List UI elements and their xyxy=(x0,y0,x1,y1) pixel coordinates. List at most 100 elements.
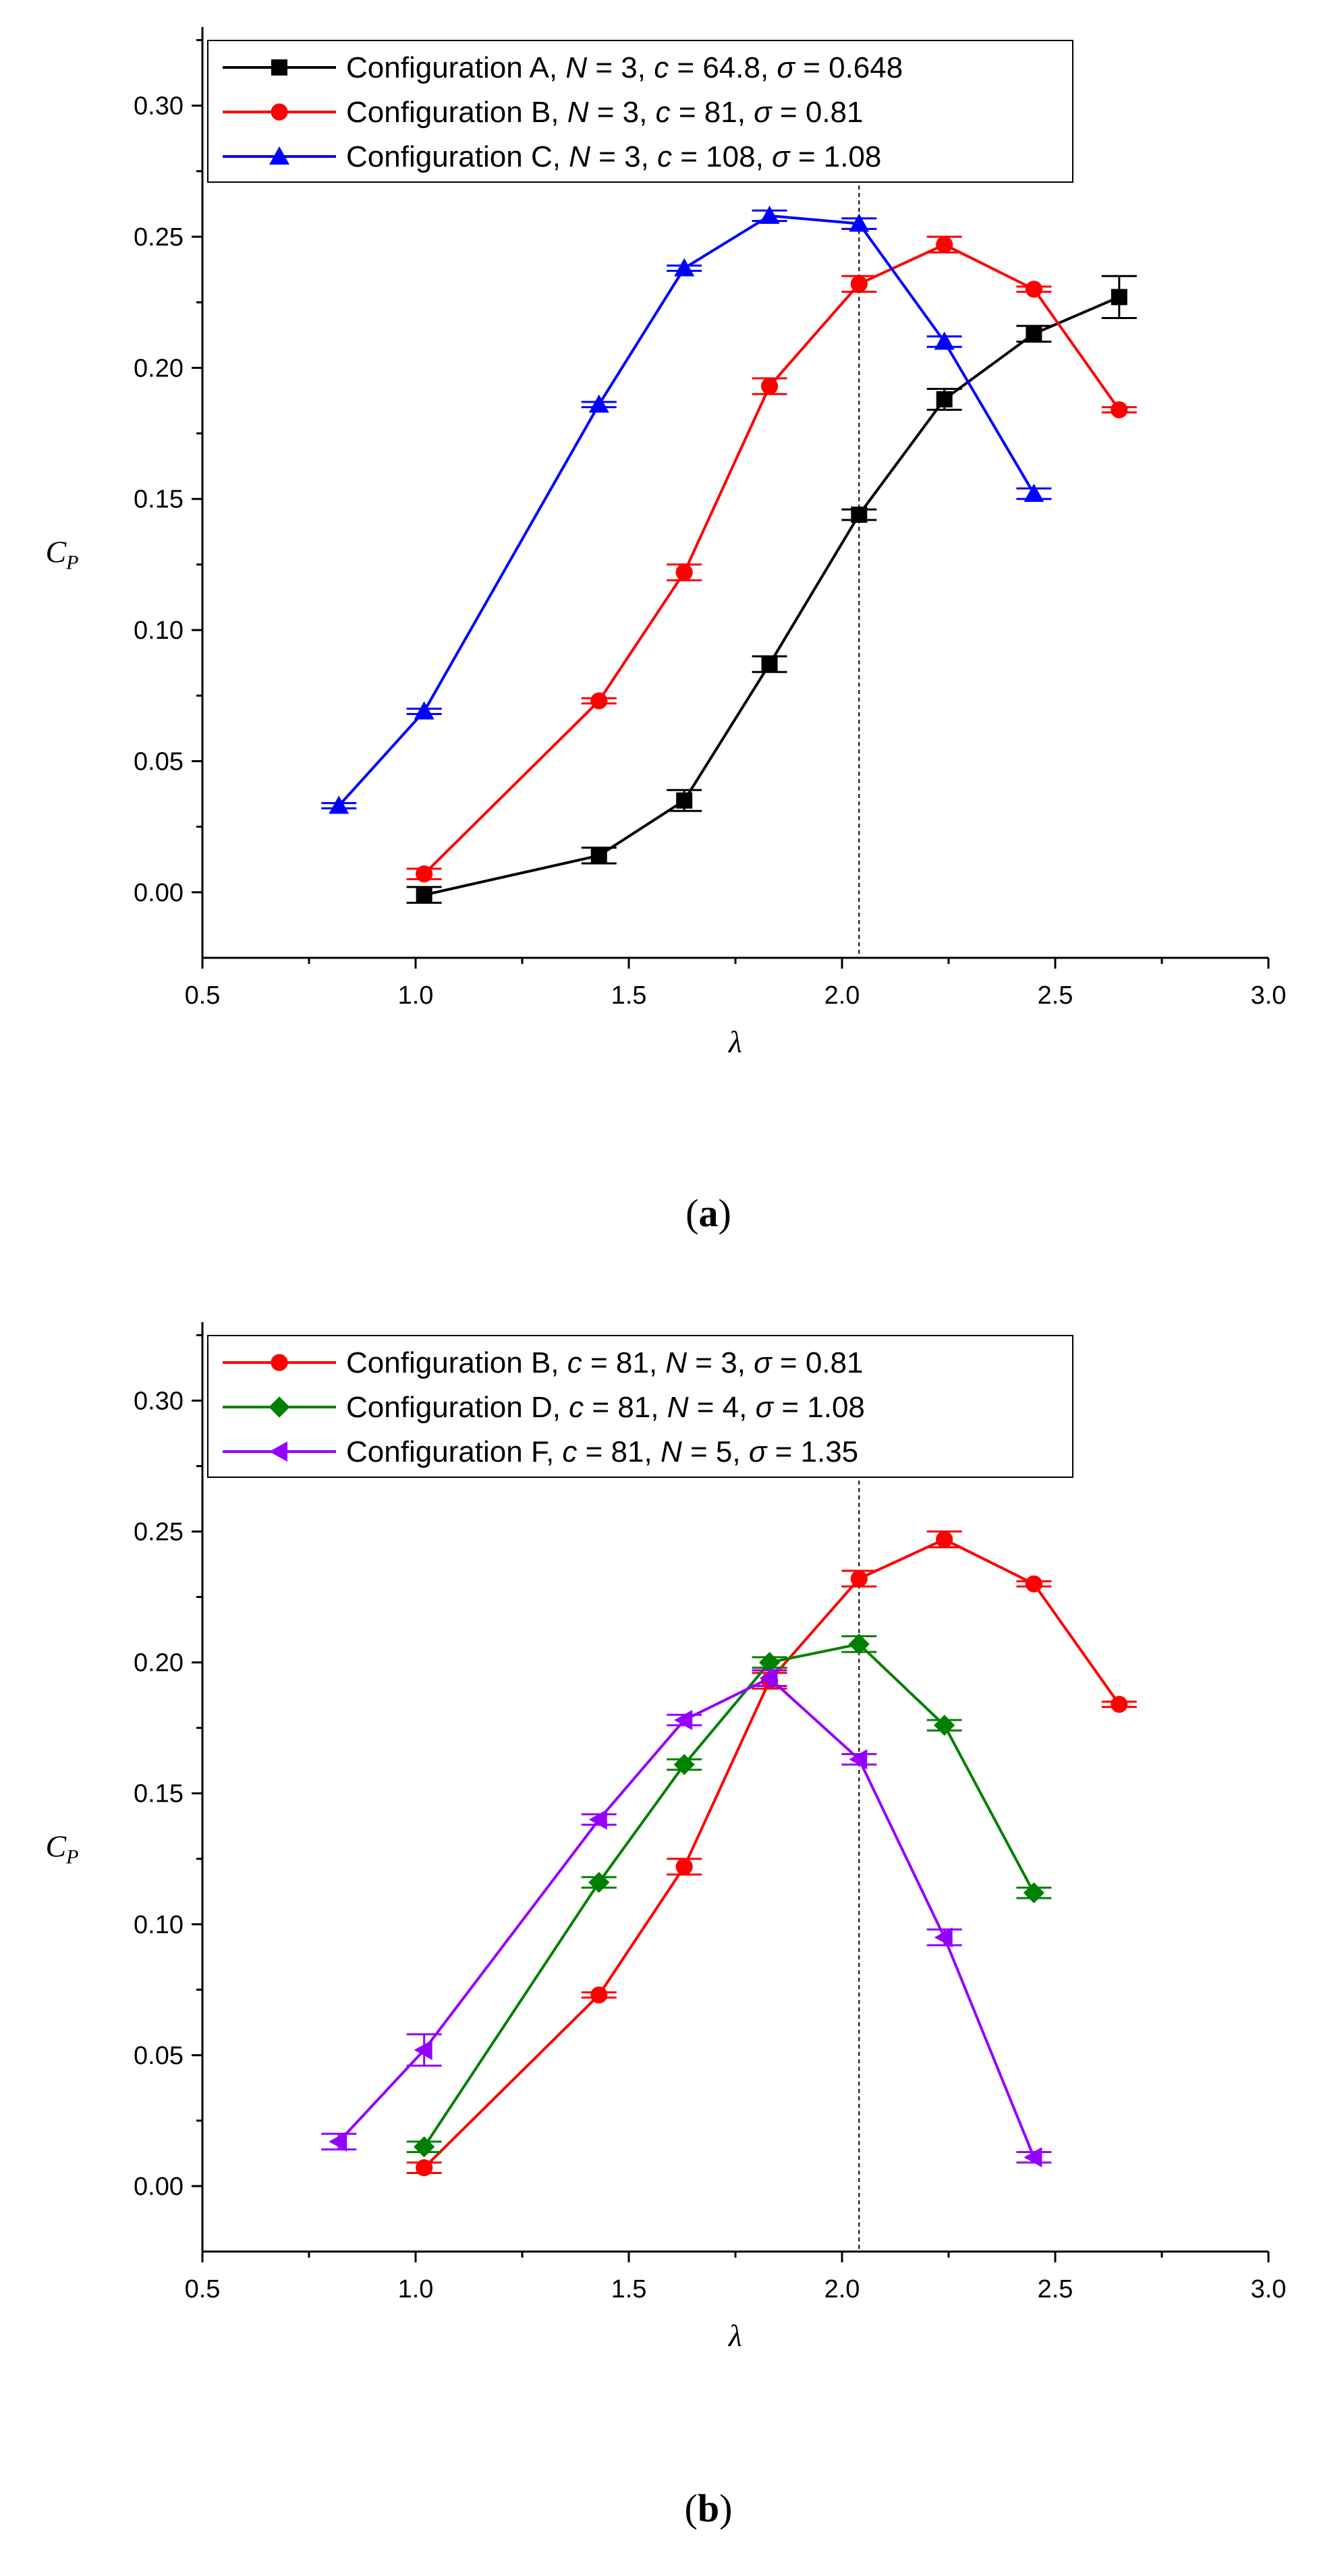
series-line xyxy=(423,243,1121,876)
legend-marker xyxy=(269,1441,287,1462)
data-point xyxy=(1024,483,1044,502)
x-axis-title: λ xyxy=(727,1025,742,1059)
y-tick-label: 0.00 xyxy=(134,2173,184,2201)
x-axis-title: λ xyxy=(727,2318,742,2353)
legend-marker xyxy=(271,59,287,76)
y-axis-title: CP xyxy=(45,534,78,573)
legend-entry: Configuration B, N = 3, c = 81, σ = 0.81 xyxy=(346,96,863,129)
data-point xyxy=(848,1633,870,1655)
data-point xyxy=(1025,1575,1042,1593)
data-point xyxy=(416,865,433,883)
x-tick-label: 1.5 xyxy=(611,981,647,1010)
series-configuration-d xyxy=(406,1633,1052,2158)
series-line xyxy=(423,1537,1121,2169)
data-point xyxy=(590,1986,608,2004)
data-point xyxy=(416,886,432,903)
x-tick-label: 2.0 xyxy=(824,2275,860,2303)
x-tick-label: 3.0 xyxy=(1251,2275,1287,2303)
y-tick-label: 0.10 xyxy=(134,1911,184,1939)
data-point xyxy=(588,394,609,413)
data-point xyxy=(936,1530,953,1548)
data-point xyxy=(1026,325,1042,342)
x-tick-label: 3.0 xyxy=(1251,981,1287,1010)
data-point xyxy=(1023,1882,1044,1904)
legend-entry: Configuration C, N = 3, c = 108, σ = 1.0… xyxy=(346,140,881,173)
data-point xyxy=(934,1715,955,1736)
y-tick-label: 0.25 xyxy=(134,223,184,252)
legend-marker xyxy=(269,146,289,165)
y-tick-label: 0.00 xyxy=(134,879,184,907)
data-point xyxy=(759,205,780,224)
data-point xyxy=(414,2040,432,2061)
data-point xyxy=(590,692,608,710)
data-point xyxy=(851,507,868,523)
data-point xyxy=(329,795,349,814)
x-tick-label: 0.5 xyxy=(185,2275,221,2303)
data-point xyxy=(758,1652,781,1673)
legend: Configuration A, N = 3, c = 64.8, σ = 0.… xyxy=(207,40,1073,183)
data-point xyxy=(676,792,693,809)
x-tick-label: 2.5 xyxy=(1038,2275,1073,2303)
series-line xyxy=(337,214,1036,807)
data-point xyxy=(1111,401,1128,419)
data-point xyxy=(850,1570,868,1588)
series-line xyxy=(424,295,1120,896)
panel-caption: (a) xyxy=(685,1191,731,1235)
y-tick-label: 0.10 xyxy=(134,617,184,645)
data-point xyxy=(1024,2147,1042,2168)
data-point xyxy=(1111,289,1127,306)
data-point xyxy=(674,258,695,277)
chart-panel-b: 0.5 1.0 1.5 2.0 2.5 3.0 0.00 0.05 0.10 0.15 0.20 0.… xyxy=(45,1322,1286,2530)
series-configuration-c xyxy=(321,205,1052,814)
x-tick-label: 2.0 xyxy=(824,981,860,1010)
y-tick-label: 0.05 xyxy=(134,2042,184,2070)
y-tick-label: 0.30 xyxy=(134,92,184,121)
x-tick-label: 1.0 xyxy=(398,981,434,1010)
data-point xyxy=(416,2159,433,2177)
legend-box xyxy=(207,1335,1073,1478)
y-axis-title: CP xyxy=(45,1829,78,1868)
data-point xyxy=(760,377,779,395)
legend-entry: Configuration F, c = 81, N = 5, σ = 1.35 xyxy=(346,1435,858,1468)
y-tick-label: 0.05 xyxy=(134,747,184,776)
data-point xyxy=(590,847,607,864)
data-point xyxy=(675,563,693,581)
y-tick-label: 0.25 xyxy=(134,1518,184,1547)
data-point xyxy=(1025,281,1042,298)
x-tick-label: 1.5 xyxy=(611,2275,647,2303)
data-point xyxy=(936,391,953,407)
legend-marker xyxy=(271,103,288,121)
y-tick-label: 0.15 xyxy=(134,486,184,514)
data-point xyxy=(414,2136,435,2158)
data-point xyxy=(761,656,778,672)
data-point xyxy=(673,1754,695,1775)
legend: Configuration B, c = 81, N = 3, σ = 0.81… xyxy=(207,1335,1073,1478)
data-point xyxy=(850,275,868,293)
data-point xyxy=(759,1667,778,1688)
data-point xyxy=(414,701,435,720)
data-point xyxy=(1111,1696,1128,1713)
panel-caption: (b) xyxy=(685,2486,733,2530)
data-point xyxy=(588,1809,607,1830)
data-point xyxy=(329,2131,347,2152)
legend-entry: Configuration A, N = 3, c = 64.8, σ = 0.… xyxy=(346,51,903,84)
legend-entry: Configuration D, c = 81, N = 4, σ = 1.08 xyxy=(346,1391,865,1424)
y-tick-label: 0.15 xyxy=(134,1780,184,1808)
data-point xyxy=(849,213,870,232)
x-tick-label: 0.5 xyxy=(185,981,221,1010)
y-tick-label: 0.20 xyxy=(134,354,184,382)
x-tick-label: 2.5 xyxy=(1038,981,1073,1010)
legend-box xyxy=(207,40,1073,183)
y-tick-label: 0.20 xyxy=(134,1649,184,1678)
series-configuration-b xyxy=(406,235,1137,883)
series-configuration-a xyxy=(406,275,1137,904)
data-point xyxy=(674,1710,693,1731)
series-configuration-b xyxy=(406,1530,1137,2177)
legend-entry: Configuration B, c = 81, N = 3, σ = 0.81 xyxy=(346,1346,863,1379)
y-tick-label: 0.30 xyxy=(134,1387,184,1415)
x-tick-label: 1.0 xyxy=(398,2275,434,2303)
data-point xyxy=(588,1872,610,1893)
legend-marker xyxy=(269,1396,290,1418)
series-line xyxy=(337,1676,1036,2158)
